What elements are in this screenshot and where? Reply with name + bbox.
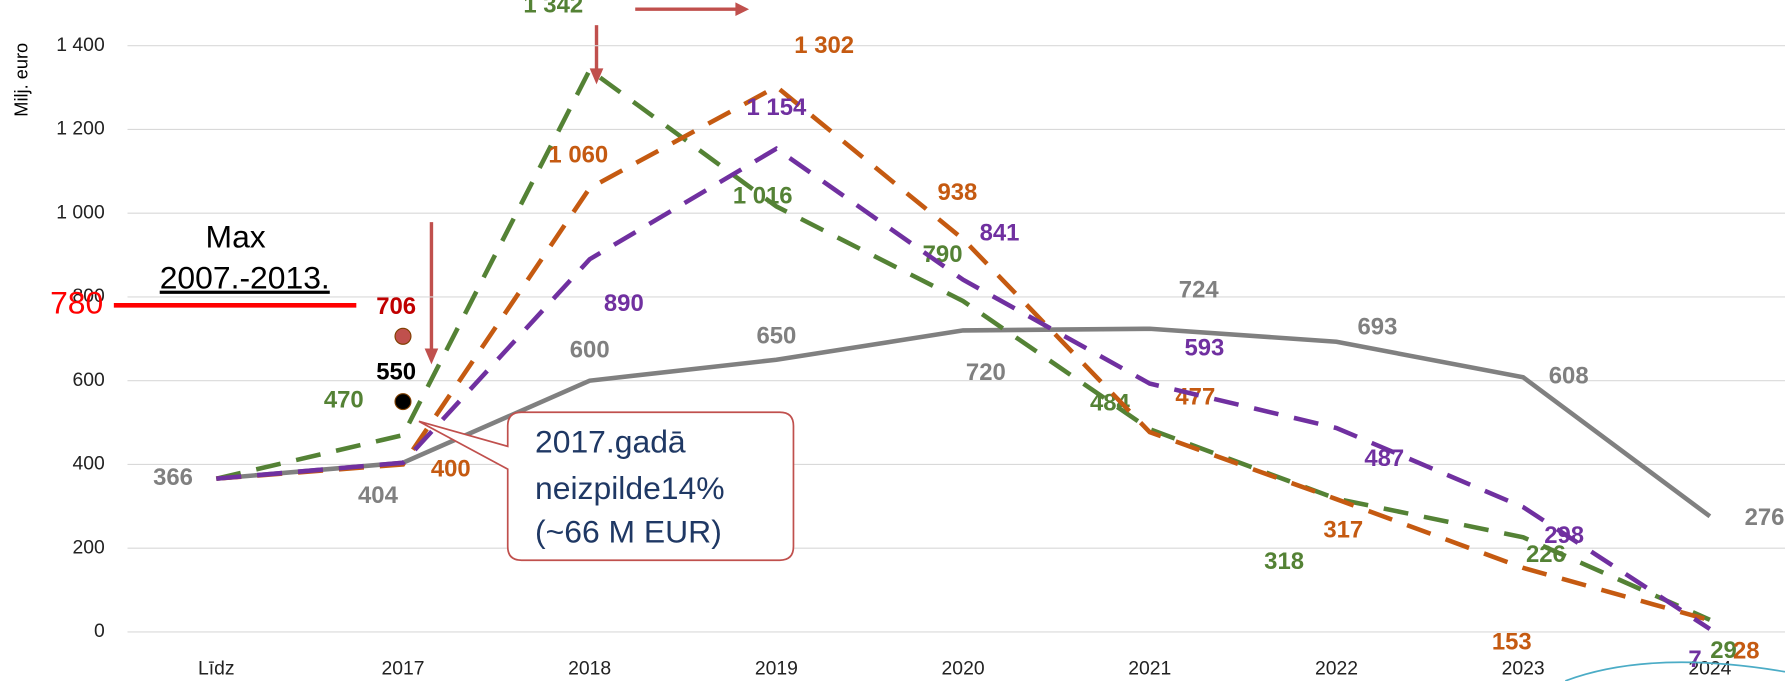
data-label: 1 342	[523, 0, 583, 19]
point	[394, 393, 412, 411]
data-label: 593	[1184, 335, 1224, 362]
data-label: 153	[1492, 628, 1532, 655]
data-label: 720	[966, 359, 1006, 386]
data-label: 487	[1364, 445, 1404, 472]
data-label: 276	[1745, 504, 1785, 531]
decoration	[1564, 661, 1785, 681]
data-label: 298	[1544, 522, 1584, 549]
y-axis-label: Milj. euro	[12, 43, 32, 117]
data-label: 226	[1526, 541, 1566, 568]
x-tick-label: 2023	[1502, 658, 1545, 680]
x-tick-label: 2020	[942, 658, 985, 680]
point-label: 706	[376, 293, 416, 320]
data-label: 477	[1175, 383, 1215, 410]
data-label: 404	[358, 482, 399, 509]
y-tick-label: 1 000	[56, 201, 104, 223]
data-label: 400	[431, 455, 471, 482]
series-line	[216, 326, 1712, 519]
data-label: 7	[1688, 646, 1701, 673]
data-label: 1 154	[746, 94, 806, 121]
data-label: 1 016	[733, 183, 793, 210]
data-label: 29	[1710, 637, 1737, 664]
point-label: 550	[376, 358, 416, 385]
data-label: 724	[1179, 276, 1220, 303]
y-tick-label: 400	[72, 453, 104, 475]
y-tick-label: 1 200	[56, 118, 104, 140]
data-label: 600	[570, 336, 610, 363]
reference-value: 780	[50, 285, 103, 321]
reference-title: Max	[206, 219, 266, 255]
data-label: 28	[1733, 637, 1760, 664]
y-tick-label: 0	[94, 620, 105, 642]
y-tick-label: 600	[72, 369, 104, 391]
data-label: 608	[1549, 363, 1589, 390]
callout-text: 2017.gadā	[535, 424, 686, 460]
data-label: 318	[1264, 548, 1304, 575]
data-label: 890	[604, 290, 644, 317]
x-tick-label: 2022	[1315, 658, 1358, 680]
arrows	[424, 2, 750, 365]
point	[394, 327, 412, 345]
data-label: 650	[756, 322, 796, 349]
data-label: 693	[1358, 313, 1398, 340]
x-tick-label: 2021	[1128, 658, 1171, 680]
data-label: 841	[980, 220, 1020, 247]
data-label: 1 302	[794, 32, 854, 59]
series-line	[216, 83, 1711, 623]
data-label: 317	[1323, 516, 1363, 543]
series-line	[216, 145, 1712, 631]
y-tick-label: 800	[72, 285, 104, 307]
reference-subtitle: 2007.-2013.	[160, 260, 330, 296]
data-label: 366	[153, 464, 193, 491]
data-label: 1 060	[548, 141, 608, 168]
x-tick-label: 2018	[568, 658, 611, 680]
data-label: 470	[324, 386, 364, 413]
callout-text: neizpilde14%	[535, 470, 725, 506]
x-tick-label: 2019	[755, 658, 798, 680]
series-line	[215, 66, 1711, 622]
y-tick-label: 200	[72, 536, 104, 558]
callout-text: (~66 M EUR)	[535, 513, 722, 549]
callout: 2017.gadā neizpilde14% (~66 M EUR)	[418, 411, 795, 562]
x-tick-label: 2017	[381, 658, 424, 680]
data-label: 938	[937, 179, 977, 206]
y-tick-label: 1 400	[56, 34, 104, 56]
x-tick-label: Līdz	[198, 658, 235, 680]
